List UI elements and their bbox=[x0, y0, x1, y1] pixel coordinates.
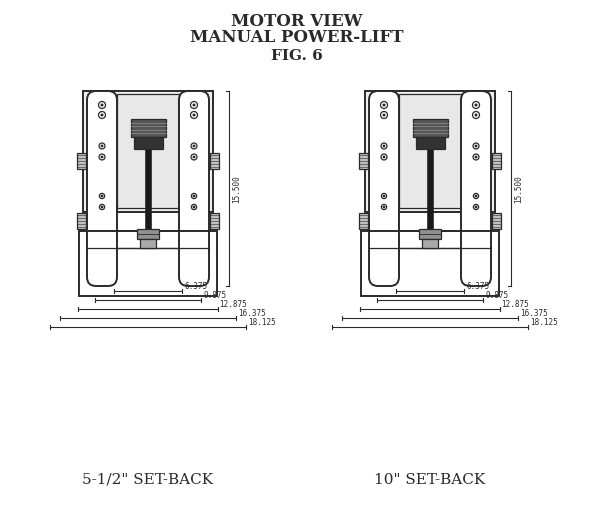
Text: MOTOR VIEW: MOTOR VIEW bbox=[231, 13, 363, 30]
Circle shape bbox=[193, 105, 195, 106]
Circle shape bbox=[383, 157, 385, 158]
Bar bbox=[422, 240, 438, 248]
Bar bbox=[137, 230, 159, 240]
Bar bbox=[210, 214, 219, 230]
Bar bbox=[145, 150, 151, 230]
Circle shape bbox=[191, 155, 197, 161]
Bar bbox=[359, 154, 368, 169]
Circle shape bbox=[193, 157, 195, 158]
Circle shape bbox=[99, 155, 105, 161]
Circle shape bbox=[192, 194, 196, 199]
Circle shape bbox=[475, 196, 477, 197]
Bar bbox=[79, 232, 217, 296]
Circle shape bbox=[101, 207, 103, 208]
Text: 10" SET-BACK: 10" SET-BACK bbox=[374, 472, 486, 486]
Circle shape bbox=[193, 207, 195, 208]
Bar bbox=[83, 92, 213, 212]
Circle shape bbox=[475, 115, 477, 117]
Circle shape bbox=[191, 144, 197, 150]
Bar bbox=[492, 214, 501, 230]
Circle shape bbox=[193, 115, 195, 117]
FancyBboxPatch shape bbox=[87, 92, 117, 287]
Text: 16.375: 16.375 bbox=[521, 308, 548, 318]
Bar bbox=[77, 154, 86, 169]
Circle shape bbox=[101, 115, 103, 117]
Text: 12.875: 12.875 bbox=[502, 299, 530, 308]
Circle shape bbox=[383, 115, 385, 117]
Circle shape bbox=[193, 146, 195, 148]
Circle shape bbox=[383, 105, 385, 106]
FancyBboxPatch shape bbox=[179, 92, 209, 287]
Circle shape bbox=[383, 146, 385, 148]
Text: 5-1/2" SET-BACK: 5-1/2" SET-BACK bbox=[83, 472, 214, 486]
Bar bbox=[419, 230, 441, 240]
Circle shape bbox=[474, 205, 478, 210]
Circle shape bbox=[472, 102, 480, 109]
Text: 16.375: 16.375 bbox=[239, 308, 266, 318]
FancyBboxPatch shape bbox=[461, 92, 491, 287]
Circle shape bbox=[99, 112, 105, 119]
Circle shape bbox=[190, 112, 198, 119]
Circle shape bbox=[99, 102, 105, 109]
Bar bbox=[399, 95, 461, 209]
Circle shape bbox=[380, 102, 387, 109]
Bar bbox=[361, 232, 499, 296]
FancyBboxPatch shape bbox=[369, 92, 399, 287]
Circle shape bbox=[193, 196, 195, 197]
Circle shape bbox=[381, 205, 387, 210]
Text: 6.375: 6.375 bbox=[184, 281, 208, 291]
Text: 18.125: 18.125 bbox=[248, 318, 275, 326]
Bar bbox=[210, 154, 219, 169]
Circle shape bbox=[472, 112, 480, 119]
Text: FIG. 6: FIG. 6 bbox=[271, 49, 323, 63]
Text: 18.125: 18.125 bbox=[530, 318, 558, 326]
Circle shape bbox=[190, 102, 198, 109]
Circle shape bbox=[101, 196, 103, 197]
Text: 9.875: 9.875 bbox=[203, 291, 227, 299]
Bar bbox=[140, 240, 156, 248]
Bar bbox=[359, 214, 368, 230]
Bar bbox=[415, 138, 444, 150]
Circle shape bbox=[475, 146, 477, 148]
Bar bbox=[77, 214, 86, 230]
Circle shape bbox=[381, 155, 387, 161]
Circle shape bbox=[475, 207, 477, 208]
Circle shape bbox=[473, 155, 479, 161]
Circle shape bbox=[475, 105, 477, 106]
Bar bbox=[365, 92, 495, 212]
Text: 6.375: 6.375 bbox=[466, 281, 490, 291]
Bar bbox=[412, 120, 447, 138]
Text: 9.875: 9.875 bbox=[486, 291, 509, 299]
Text: 15.500: 15.500 bbox=[232, 175, 241, 203]
Text: 15.500: 15.500 bbox=[514, 175, 523, 203]
Circle shape bbox=[474, 194, 478, 199]
Text: 12.875: 12.875 bbox=[220, 299, 248, 308]
Bar bbox=[130, 120, 165, 138]
Circle shape bbox=[101, 146, 103, 148]
Bar bbox=[133, 138, 162, 150]
Circle shape bbox=[380, 112, 387, 119]
Circle shape bbox=[383, 207, 385, 208]
Circle shape bbox=[99, 194, 105, 199]
Circle shape bbox=[473, 144, 479, 150]
Circle shape bbox=[99, 144, 105, 150]
Circle shape bbox=[475, 157, 477, 158]
Bar bbox=[492, 154, 501, 169]
Circle shape bbox=[381, 194, 387, 199]
Circle shape bbox=[381, 144, 387, 150]
Circle shape bbox=[383, 196, 385, 197]
Circle shape bbox=[99, 205, 105, 210]
Circle shape bbox=[101, 105, 103, 106]
Bar bbox=[427, 150, 433, 230]
Circle shape bbox=[192, 205, 196, 210]
Text: MANUAL POWER-LIFT: MANUAL POWER-LIFT bbox=[190, 29, 404, 46]
Bar bbox=[117, 95, 179, 209]
Circle shape bbox=[101, 157, 103, 158]
